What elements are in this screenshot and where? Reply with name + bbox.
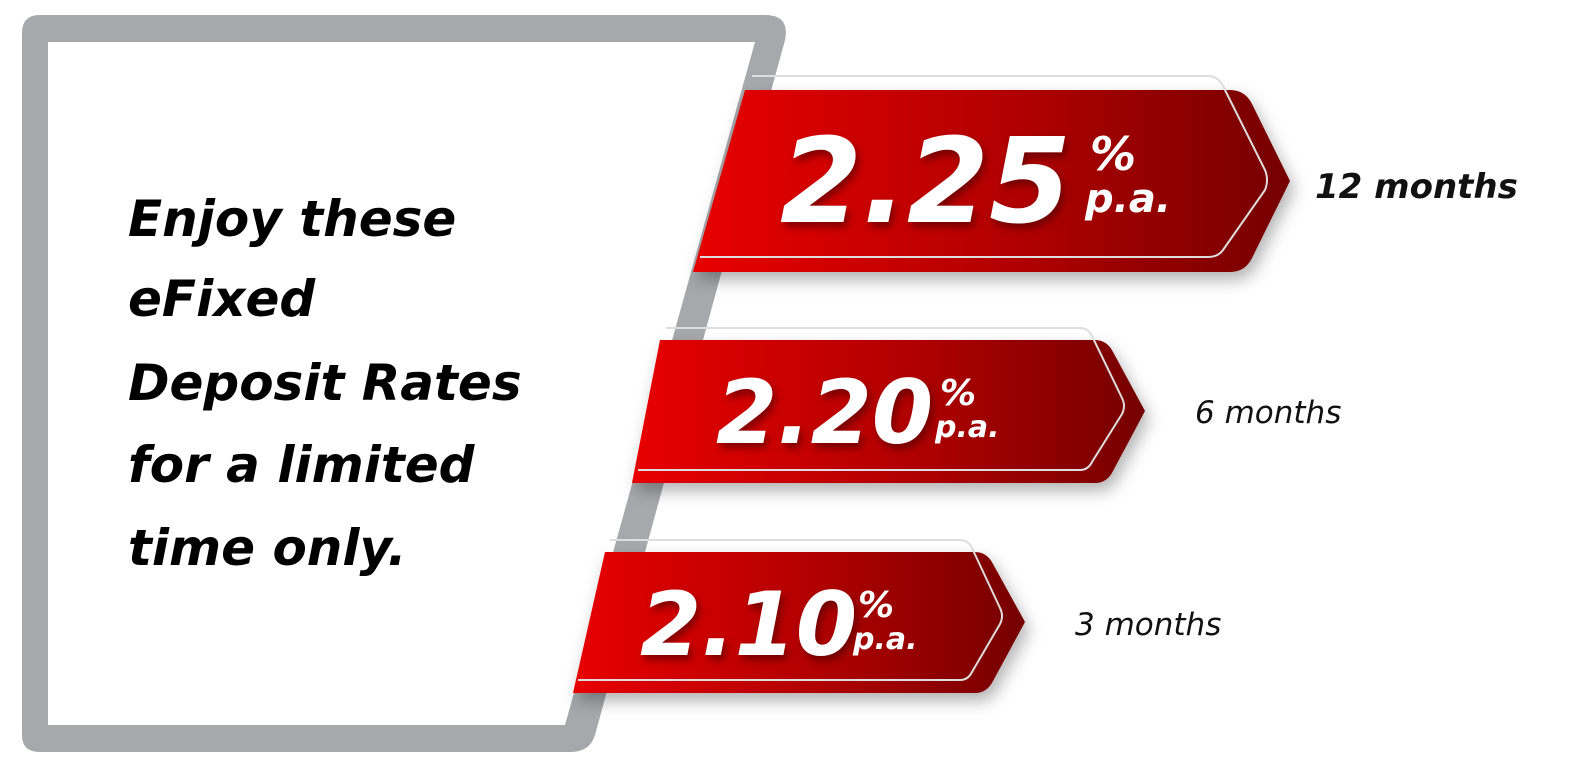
headline-line: for a limited [128, 436, 476, 494]
headline-line: eFixed [128, 270, 316, 328]
headline-line: Enjoy these [128, 190, 456, 248]
rate-value: 2.25 [780, 112, 1071, 250]
term-label: 12 months [1315, 167, 1518, 207]
term-label: 6 months [1195, 395, 1341, 431]
headline: Enjoy these eFixed Deposit Rates for a l… [128, 190, 539, 577]
headline-line: Deposit Rates [128, 354, 522, 412]
rate-ribbon-3-months: 2.10 % p.a. [573, 539, 1025, 693]
rate-ribbon-12-months: 2.25 % p.a. [693, 75, 1290, 272]
term-label: 3 months [1075, 607, 1221, 643]
headline-line: time only. [128, 519, 407, 577]
rate-unit: p.a. [852, 622, 918, 657]
rate-unit: p.a. [1084, 176, 1171, 222]
percent-sign: % [940, 373, 976, 414]
rate-value: 2.10 [640, 573, 857, 676]
rate-value: 2.20 [716, 361, 933, 464]
rate-ribbon-6-months: 2.20 % p.a. [632, 327, 1145, 483]
percent-sign: % [1090, 127, 1136, 181]
percent-sign: % [858, 585, 894, 626]
white-panel [48, 42, 755, 725]
rate-unit: p.a. [934, 410, 1000, 445]
